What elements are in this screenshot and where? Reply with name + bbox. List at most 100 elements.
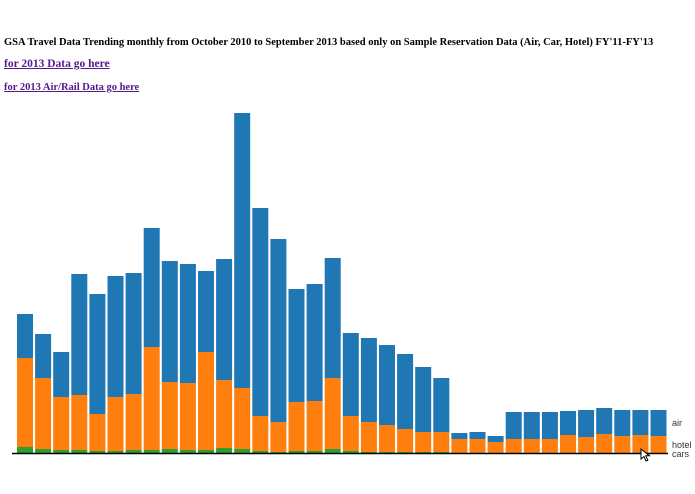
bar-hotel-mar-2013 xyxy=(541,439,558,453)
bar-air-jun-2012 xyxy=(379,345,395,425)
bar-air-may-2013 xyxy=(578,410,595,437)
bar-cars-nov-2011 xyxy=(252,451,269,453)
bar-hotel-nov-2011 xyxy=(252,416,269,451)
bar-hotel-apr-2013 xyxy=(560,435,576,453)
bar-air-mar-2012 xyxy=(324,258,341,378)
legend-label-hotel: hotel xyxy=(672,440,692,450)
bar-cars-feb-2012 xyxy=(306,451,323,453)
bar-hotel-dec-2010 xyxy=(53,397,70,450)
bar-air-aug-2011 xyxy=(198,271,214,352)
bar-cars-oct-2011 xyxy=(234,449,251,453)
bar-hotel-sep-2013 xyxy=(650,436,667,453)
bar-air-aug-2012 xyxy=(415,367,432,432)
bar-hotel-may-2013 xyxy=(578,437,595,453)
bar-hotel-sep-2011 xyxy=(216,380,233,448)
link-2013-air-rail-data[interactable]: for 2013 Air/Rail Data go here xyxy=(4,82,140,93)
bar-hotel-oct-2011 xyxy=(234,388,251,449)
bar-air-jan-2013 xyxy=(505,412,522,439)
bar-air-dec-2010 xyxy=(53,352,70,397)
bar-air-jan-2012 xyxy=(288,289,305,402)
bar-air-jul-2012 xyxy=(397,354,414,429)
bar-hotel-feb-2012 xyxy=(306,401,323,451)
bar-air-jun-2013 xyxy=(596,408,613,434)
bar-air-jun-2011 xyxy=(161,261,178,382)
bar-hotel-may-2011 xyxy=(143,347,160,450)
bar-hotel-dec-2011 xyxy=(270,422,287,452)
bar-hotel-jul-2013 xyxy=(614,436,631,453)
bar-hotel-mar-2012 xyxy=(324,378,341,449)
bar-air-jan-2011 xyxy=(71,274,88,395)
bar-cars-sep-2012 xyxy=(433,452,450,453)
bar-hotel-oct-2012 xyxy=(451,439,468,453)
bar-hotel-jul-2012 xyxy=(397,429,414,452)
bar-air-oct-2012 xyxy=(451,433,468,439)
bar-cars-feb-2011 xyxy=(89,451,106,453)
bar-air-mar-2011 xyxy=(107,276,124,397)
bars-group xyxy=(17,113,667,453)
bar-hotel-dec-2012 xyxy=(487,442,504,453)
bar-cars-jun-2011 xyxy=(161,449,178,453)
bar-hotel-may-2012 xyxy=(360,422,377,452)
bar-air-mar-2013 xyxy=(541,412,558,439)
bar-air-nov-2010 xyxy=(35,334,52,378)
bar-hotel-jul-2011 xyxy=(179,383,196,450)
bar-air-feb-2012 xyxy=(306,284,323,401)
bar-air-apr-2012 xyxy=(342,333,359,416)
bar-hotel-sep-2012 xyxy=(433,432,450,452)
bar-air-apr-2011 xyxy=(125,273,142,394)
bar-cars-aug-2012 xyxy=(415,452,432,453)
bar-hotel-jun-2011 xyxy=(161,382,178,449)
bar-air-sep-2012 xyxy=(433,378,450,432)
link-2013-data[interactable]: for 2013 Data go here xyxy=(4,58,110,70)
bar-air-oct-2010 xyxy=(17,314,33,358)
bar-cars-jan-2011 xyxy=(71,450,88,453)
bar-hotel-jun-2013 xyxy=(596,434,613,453)
legend: air hotel cars xyxy=(672,418,692,459)
bar-air-feb-2011 xyxy=(89,294,106,414)
bar-air-oct-2011 xyxy=(234,113,251,388)
bar-hotel-aug-2011 xyxy=(198,352,214,450)
bar-cars-mar-2012 xyxy=(324,449,341,453)
bar-cars-oct-2010 xyxy=(17,447,33,453)
bar-air-may-2012 xyxy=(360,338,377,422)
bar-cars-sep-2011 xyxy=(216,448,233,453)
bar-hotel-jan-2012 xyxy=(288,402,305,451)
mouse-cursor-icon xyxy=(640,448,651,462)
bar-air-sep-2011 xyxy=(216,259,233,380)
bar-air-may-2011 xyxy=(143,228,160,347)
bar-cars-apr-2012 xyxy=(342,451,359,453)
bar-cars-mar-2011 xyxy=(107,451,124,453)
bar-hotel-aug-2013 xyxy=(632,435,649,453)
bar-hotel-jan-2011 xyxy=(71,395,88,450)
bar-cars-dec-2010 xyxy=(53,450,70,453)
bar-cars-jul-2011 xyxy=(179,450,196,453)
bar-air-dec-2012 xyxy=(487,436,504,442)
bar-air-jul-2011 xyxy=(179,264,196,383)
bar-cars-jul-2012 xyxy=(397,452,414,453)
bar-hotel-nov-2010 xyxy=(35,378,52,449)
bar-cars-apr-2011 xyxy=(125,450,142,453)
bar-air-apr-2013 xyxy=(560,411,576,435)
bar-cars-dec-2011 xyxy=(270,452,287,453)
bar-hotel-jun-2012 xyxy=(379,425,395,452)
bar-air-nov-2012 xyxy=(469,432,486,439)
bar-air-dec-2011 xyxy=(270,239,287,422)
bar-air-nov-2011 xyxy=(252,208,269,416)
bar-hotel-feb-2013 xyxy=(523,439,540,453)
bar-hotel-feb-2011 xyxy=(89,414,106,451)
bar-cars-may-2011 xyxy=(143,450,160,453)
bar-cars-aug-2011 xyxy=(198,450,214,453)
legend-label-air: air xyxy=(672,418,682,428)
bar-hotel-aug-2012 xyxy=(415,432,432,452)
bar-air-aug-2013 xyxy=(632,410,649,435)
bar-air-sep-2013 xyxy=(650,410,667,436)
page-title: GSA Travel Data Trending monthly from Oc… xyxy=(4,37,654,48)
bar-air-jul-2013 xyxy=(614,410,631,436)
bar-hotel-nov-2012 xyxy=(469,439,486,453)
bar-hotel-apr-2012 xyxy=(342,416,359,451)
bar-cars-nov-2010 xyxy=(35,449,52,453)
bar-cars-jun-2012 xyxy=(379,452,395,453)
bar-cars-jan-2012 xyxy=(288,451,305,453)
bar-cars-may-2012 xyxy=(360,452,377,453)
